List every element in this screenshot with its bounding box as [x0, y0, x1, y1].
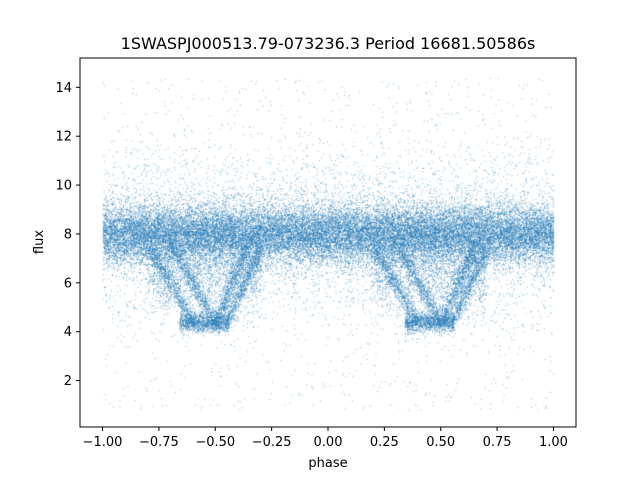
y-axis-label: flux — [32, 230, 47, 254]
x-tick-label: 0.00 — [314, 435, 343, 450]
plot-area — [80, 58, 576, 427]
y-tick-label: 12 — [55, 130, 72, 145]
y-tick-label: 8 — [64, 227, 72, 242]
x-tick-label: −0.75 — [139, 435, 179, 450]
scatter-points — [80, 58, 576, 427]
y-tick-label: 10 — [55, 179, 72, 194]
y-tick-label: 4 — [64, 325, 72, 340]
y-tick-label: 6 — [64, 276, 72, 291]
plot-frame — [79, 57, 577, 428]
x-axis-label: phase — [308, 456, 347, 471]
chart-title: 1SWASPJ000513.79-073236.3 Period 16681.5… — [121, 34, 536, 53]
y-tick-label: 2 — [64, 374, 72, 389]
y-axis-ticks: 2 4 6 8 10 12 14 — [55, 81, 80, 389]
scatter-points-layer — [80, 58, 576, 427]
x-tick-label: −1.00 — [83, 435, 123, 450]
x-tick-label: −0.50 — [195, 435, 235, 450]
x-tick-label: 0.50 — [426, 435, 455, 450]
x-tick-label: 0.25 — [370, 435, 399, 450]
x-axis-ticks: −1.00 −0.75 −0.50 −0.25 0.00 0.25 0.50 0.75 1.00 — [83, 427, 568, 450]
x-tick-label: 1.00 — [539, 435, 568, 450]
x-tick-label: 0.75 — [483, 435, 512, 450]
x-tick-label: −0.25 — [252, 435, 292, 450]
y-tick-label: 14 — [55, 81, 72, 96]
